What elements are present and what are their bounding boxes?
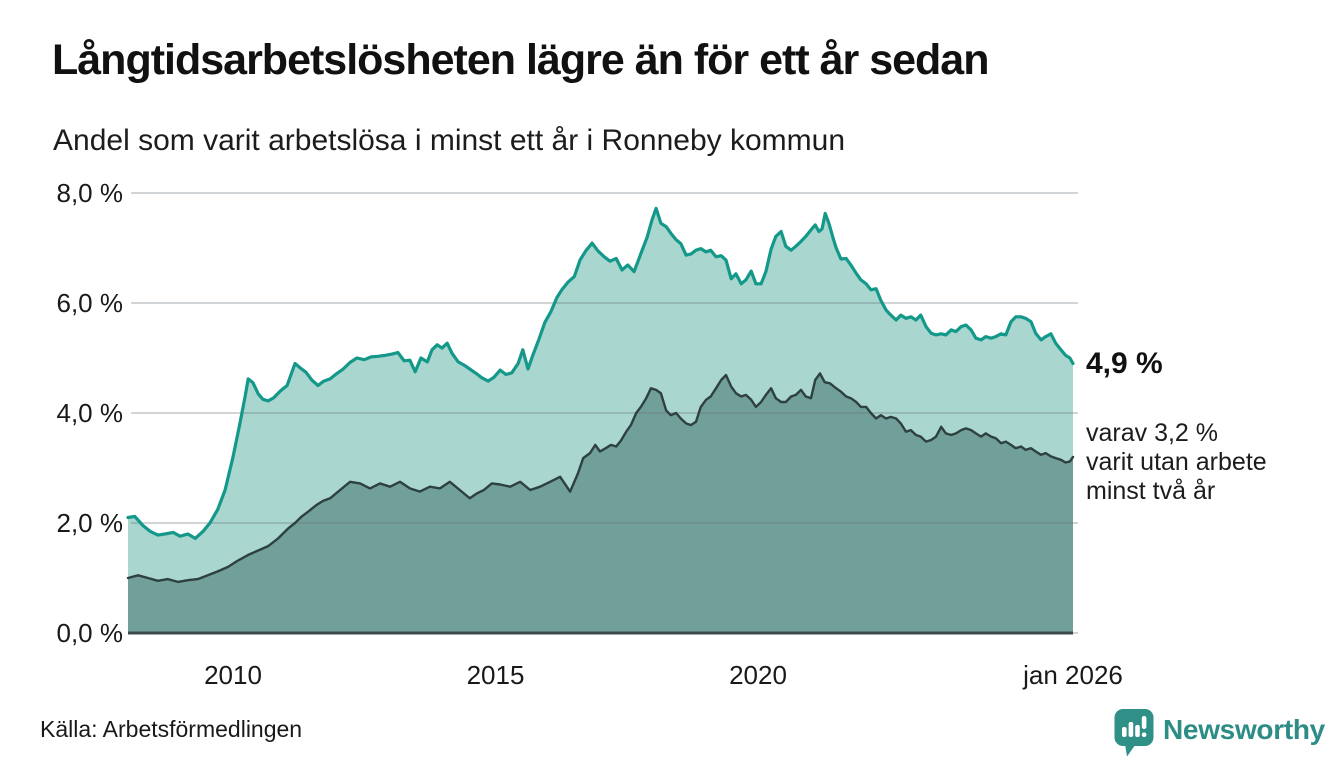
y-tick-label: 4,0 % xyxy=(56,398,124,428)
logo-bar-3 xyxy=(1135,725,1140,737)
logo-exclamation-dot xyxy=(1141,732,1147,737)
logo-bar-1 xyxy=(1122,727,1127,737)
newsworthy-logo-text: Newsworthy xyxy=(1163,714,1325,745)
y-tick-label: 2,0 % xyxy=(56,508,124,538)
series-two_year-area xyxy=(128,373,1073,633)
y-tick-label: 8,0 % xyxy=(56,178,124,208)
logo-bar-2 xyxy=(1128,722,1134,737)
x-tick-label: 2020 xyxy=(729,660,787,690)
x-tick-label: jan 2026 xyxy=(1023,660,1123,690)
logo-exclamation-bar xyxy=(1141,716,1147,729)
page-title: Långtidsarbetslösheten lägre än för ett … xyxy=(52,36,989,84)
end-value-sub-label: varav 3,2 % varit utan arbete minst två … xyxy=(1086,419,1267,505)
x-tick-label: 2015 xyxy=(466,660,525,690)
newsworthy-logo-icon xyxy=(1114,709,1154,757)
chart-area-fills xyxy=(128,208,1073,633)
logo-speech-bubble xyxy=(1114,709,1154,757)
chart-series-lines xyxy=(126,206,1075,584)
series-two_year-line xyxy=(126,372,1075,584)
source-note: Källa: Arbetsförmedlingen xyxy=(40,716,303,742)
chart-subtitle: Andel som varit arbetslösa i minst ett å… xyxy=(53,124,845,157)
x-tick-label: 2010 xyxy=(204,660,262,690)
y-tick-label: 0,0 % xyxy=(56,618,124,648)
newsworthy-logo: Newsworthy xyxy=(1114,708,1325,758)
series-one_year-line xyxy=(126,206,1075,540)
end-value-label: 4,9 % xyxy=(1086,347,1163,380)
y-tick-label: 6,0 % xyxy=(56,288,124,318)
